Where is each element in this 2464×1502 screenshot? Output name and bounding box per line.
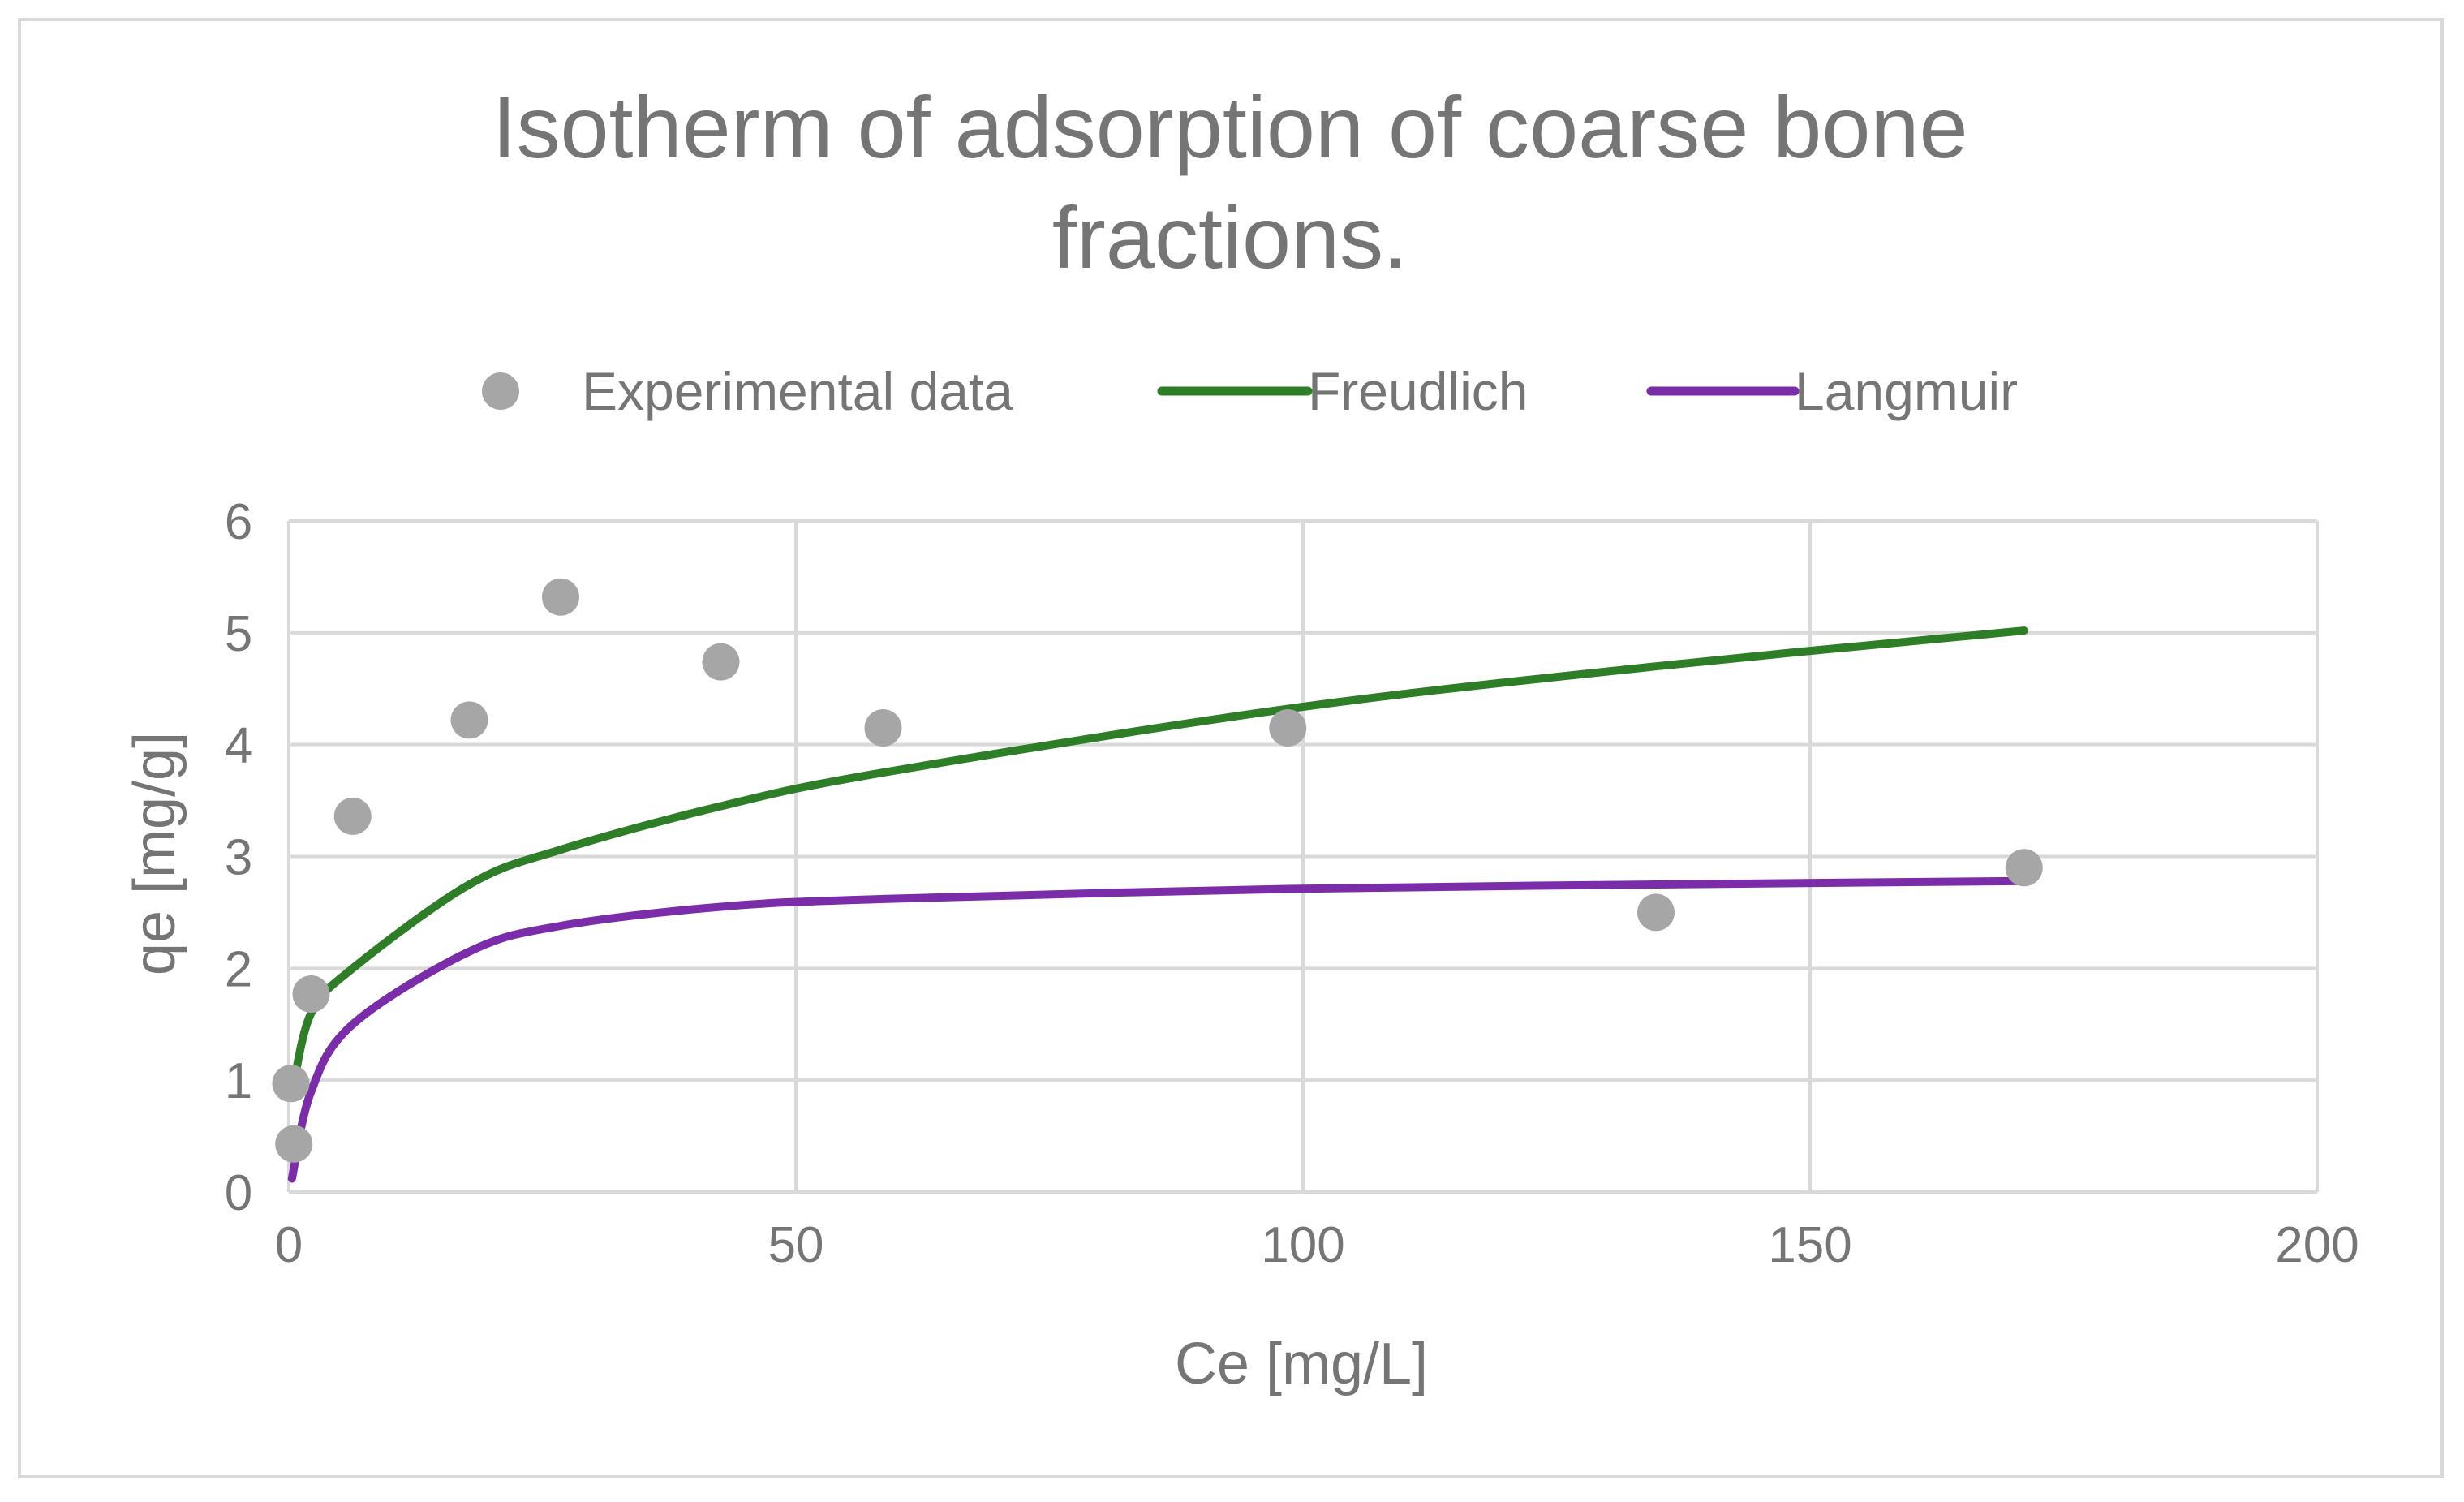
y-tick-label-1: 1 (225, 1053, 252, 1109)
legend-label-experimental: Experimental data (582, 361, 1013, 421)
y-axis-ticks: 0 1 2 3 4 5 6 (225, 494, 252, 1221)
gridlines (287, 519, 2319, 1194)
data-point-10 (2005, 849, 2043, 887)
y-tick-label-5: 5 (225, 606, 252, 662)
chart-title-line-2: fractions. (1052, 188, 1408, 286)
data-point-7 (864, 708, 902, 747)
legend: Experimental data Freudlich Langmuir (482, 361, 2018, 421)
chart-title-line-1: Isotherm of adsorption of coarse bone (492, 78, 1967, 176)
data-point-3 (333, 797, 372, 835)
x-tick-label-0: 0 (275, 1217, 303, 1273)
chart-title: Isotherm of adsorption of coarse bone fr… (492, 78, 1967, 286)
y-tick-label-4: 4 (225, 718, 252, 774)
y-tick-label-3: 3 (225, 830, 252, 886)
y-tick-label-2: 2 (225, 941, 252, 997)
series-markers (272, 578, 2043, 1163)
x-tick-label-1: 50 (768, 1217, 824, 1273)
x-axis-ticks: 0 50 100 150 200 (275, 1217, 2359, 1273)
data-point-8 (1269, 708, 1307, 747)
data-point-9 (1637, 893, 1675, 932)
data-point-0 (272, 1065, 310, 1103)
series-line-freudlich (287, 626, 2028, 1098)
y-axis-title: qe [mg/g] (123, 732, 187, 975)
x-tick-label-4: 200 (2275, 1217, 2359, 1273)
legend-label-langmuir: Langmuir (1795, 361, 2018, 421)
series-lines (287, 626, 2028, 1183)
chart-frame (18, 18, 2444, 1478)
y-tick-label-0: 0 (225, 1165, 252, 1221)
series-line-langmuir (287, 876, 2028, 1183)
legend-label-freudlich: Freudlich (1308, 361, 1528, 421)
x-axis-title: Ce [mg/L] (1175, 1332, 1428, 1397)
legend-marker-experimental (482, 372, 519, 410)
data-point-4 (450, 701, 488, 739)
y-tick-label-6: 6 (225, 494, 252, 550)
x-tick-label-2: 100 (1261, 1217, 1344, 1273)
data-point-5 (542, 578, 579, 616)
x-tick-label-3: 150 (1768, 1217, 1851, 1273)
data-point-6 (702, 643, 740, 681)
data-point-2 (292, 975, 330, 1014)
data-point-1 (275, 1125, 313, 1163)
